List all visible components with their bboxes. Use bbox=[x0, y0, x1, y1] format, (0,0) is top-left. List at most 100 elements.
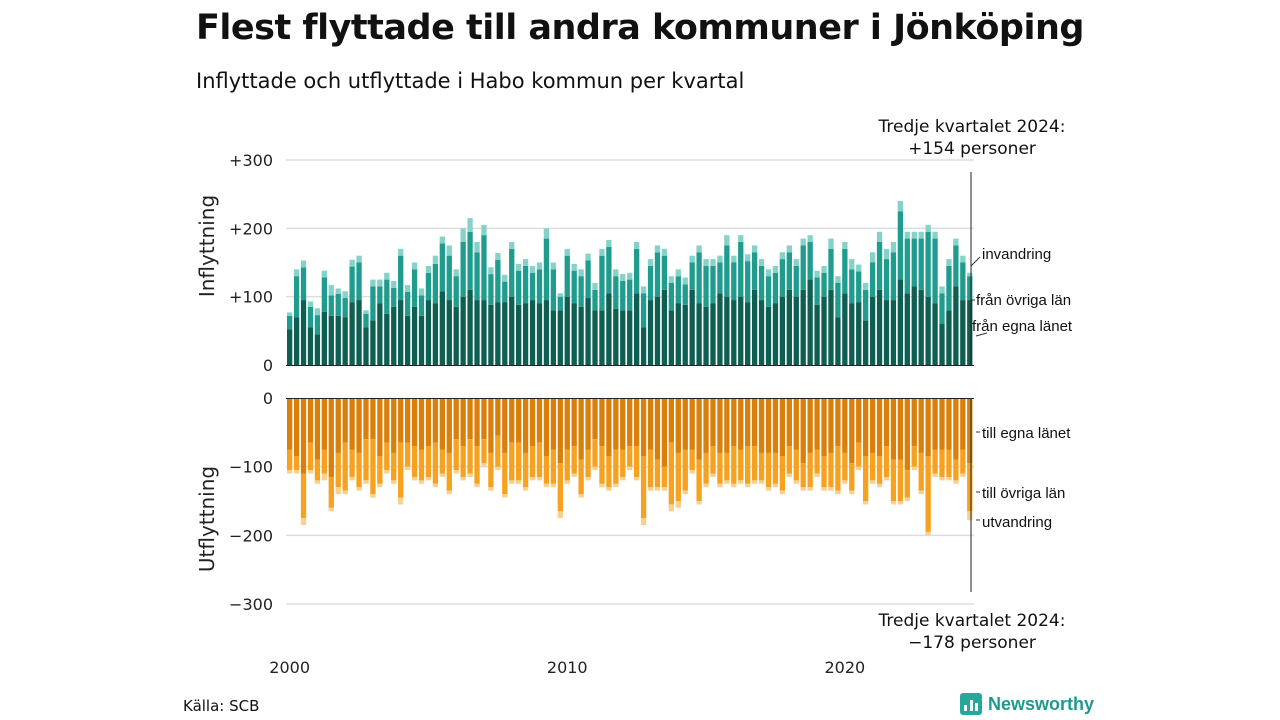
outflow-bar-segment bbox=[321, 398, 327, 450]
outflow-bar-segment bbox=[564, 398, 570, 450]
outflow-bar-segment bbox=[370, 398, 376, 440]
inflow-bar-segment bbox=[640, 286, 647, 294]
outflow-bar-segment bbox=[592, 398, 598, 440]
outflow-bar-segment bbox=[939, 476, 945, 481]
outflow-bar-segment bbox=[418, 398, 425, 450]
outflow-bar-segment bbox=[342, 490, 348, 495]
inflow-bar-segment bbox=[543, 300, 550, 365]
inflow-bar-segment bbox=[793, 296, 799, 365]
outflow-bar-segment bbox=[571, 473, 577, 477]
outflow-bar-segment bbox=[384, 398, 390, 443]
outflow-bar-segment bbox=[696, 398, 702, 460]
inflow-bar-segment bbox=[786, 289, 792, 365]
inflow-bar-segment bbox=[356, 262, 362, 301]
inflow-bar-segment bbox=[398, 300, 404, 365]
outflow-bar-segment bbox=[377, 483, 383, 488]
outflow-bar-segment bbox=[751, 446, 758, 481]
inflow-bar-segment bbox=[439, 291, 445, 365]
inflow-bar-segment bbox=[495, 252, 501, 260]
series-label: invandring bbox=[982, 246, 1051, 263]
inflow-bar-segment bbox=[911, 286, 917, 365]
inflow-bar-segment bbox=[842, 242, 848, 249]
outflow-bar-segment bbox=[370, 494, 376, 498]
outflow-bar-segment bbox=[460, 476, 466, 481]
outflow-bar-segment bbox=[300, 518, 307, 526]
inflow-bar-segment bbox=[613, 308, 619, 365]
outflow-bar-segment bbox=[807, 452, 813, 488]
outflow-bar-segment bbox=[654, 398, 661, 460]
outflow-bar-segment bbox=[349, 398, 355, 450]
inflow-bar-segment bbox=[349, 266, 355, 303]
outflow-bar-segment bbox=[738, 449, 744, 481]
inflow-bar-segment bbox=[425, 300, 432, 365]
brand-logo[interactable]: Newsworthy bbox=[960, 693, 1094, 715]
outflow-bar-segment bbox=[849, 398, 855, 464]
outflow-bar-segment bbox=[904, 470, 910, 498]
inflow-bar-segment bbox=[627, 272, 633, 280]
inflow-bar-segment bbox=[918, 231, 924, 239]
outflow-bar-segment bbox=[502, 398, 508, 453]
inflow-bar-segment bbox=[522, 265, 529, 304]
inflow-bar-segment bbox=[592, 283, 598, 290]
inflow-bar-segment bbox=[585, 253, 591, 261]
inflow-bar-segment bbox=[606, 239, 612, 247]
inflow-bar-segment bbox=[370, 279, 376, 287]
outflow-bar-segment bbox=[453, 398, 459, 440]
inflow-bar-segment bbox=[349, 259, 355, 267]
outflow-bar-segment bbox=[696, 459, 702, 501]
outflow-bar-segment bbox=[432, 398, 439, 443]
outflow-bar-segment bbox=[328, 476, 334, 508]
outflow-bar-segment bbox=[599, 398, 605, 447]
inflow-bar-segment bbox=[411, 306, 418, 365]
outflow-bar-segment bbox=[654, 459, 661, 488]
outflow-bar-segment bbox=[932, 473, 938, 477]
outflow-bar-segment bbox=[904, 398, 910, 471]
outflow-bar-segment bbox=[467, 473, 473, 477]
outflow-bar-segment bbox=[307, 398, 314, 443]
outflow-bar-segment bbox=[863, 398, 869, 457]
outflow-bar-segment bbox=[488, 487, 494, 491]
outflow-bar-segment bbox=[516, 398, 522, 443]
inflow-bar-segment bbox=[564, 296, 570, 365]
inflow-bar-segment bbox=[675, 303, 681, 365]
inflow-bar-segment bbox=[585, 298, 591, 365]
outflow-bar-segment bbox=[863, 456, 869, 501]
outflow-bar-segment bbox=[516, 442, 522, 481]
inflow-bar-segment bbox=[488, 267, 494, 275]
y-tick-label: −200 bbox=[229, 526, 273, 545]
inflow-bar-segment bbox=[592, 289, 598, 311]
outflow-bar-segment bbox=[717, 452, 723, 484]
outflow-bar-segment bbox=[814, 398, 820, 450]
inflow-bar-segment bbox=[578, 276, 584, 307]
series-label-leader bbox=[975, 332, 988, 337]
outflow-bar-segment bbox=[675, 501, 681, 508]
inflow-bar-segment bbox=[620, 310, 626, 365]
outflow-bar-segment bbox=[876, 483, 883, 488]
outflow-bar-segment bbox=[467, 398, 473, 440]
inflow-bar-segment bbox=[793, 265, 799, 297]
outflow-bar-segment bbox=[342, 398, 348, 443]
inflow-bar-segment bbox=[564, 248, 570, 256]
inflow-bar-segment bbox=[606, 246, 612, 294]
inflow-bar-segment bbox=[863, 283, 869, 290]
outflow-bar-segment bbox=[557, 511, 563, 519]
outflow-bar-segment bbox=[828, 452, 834, 488]
outflow-bar-segment bbox=[592, 439, 598, 467]
annotation-top-line1: Tredje kvartalet 2024: bbox=[878, 117, 1066, 137]
inflow-bar-segment bbox=[640, 293, 647, 328]
outflow-bar-segment bbox=[849, 463, 855, 491]
x-tick-label: 2000 bbox=[269, 658, 310, 677]
inflow-bar-segment bbox=[751, 245, 758, 253]
inflow-bar-segment bbox=[779, 259, 786, 297]
inflow-bar-segment bbox=[758, 265, 765, 301]
outflow-bar-segment bbox=[869, 452, 876, 481]
outflow-bar-segment bbox=[335, 487, 341, 495]
inflow-bar-segment bbox=[772, 303, 779, 365]
inflow-bar-segment bbox=[432, 263, 439, 304]
inflow-bar-segment bbox=[724, 296, 730, 365]
inflow-bar-segment bbox=[807, 242, 813, 280]
inflow-bar-segment bbox=[849, 259, 855, 270]
outflow-bar-segment bbox=[745, 398, 751, 447]
inflow-bar-segment bbox=[328, 295, 334, 316]
outflow-bar-segment bbox=[828, 487, 834, 491]
